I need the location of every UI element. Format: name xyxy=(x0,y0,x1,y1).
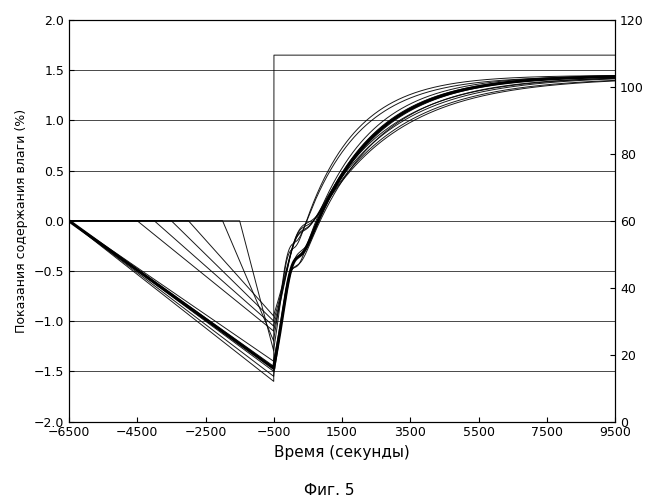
Text: Фиг. 5: Фиг. 5 xyxy=(304,483,355,498)
X-axis label: Время (секунды): Время (секунды) xyxy=(274,445,410,460)
Y-axis label: Показания содержания влаги (%): Показания содержания влаги (%) xyxy=(15,108,28,333)
